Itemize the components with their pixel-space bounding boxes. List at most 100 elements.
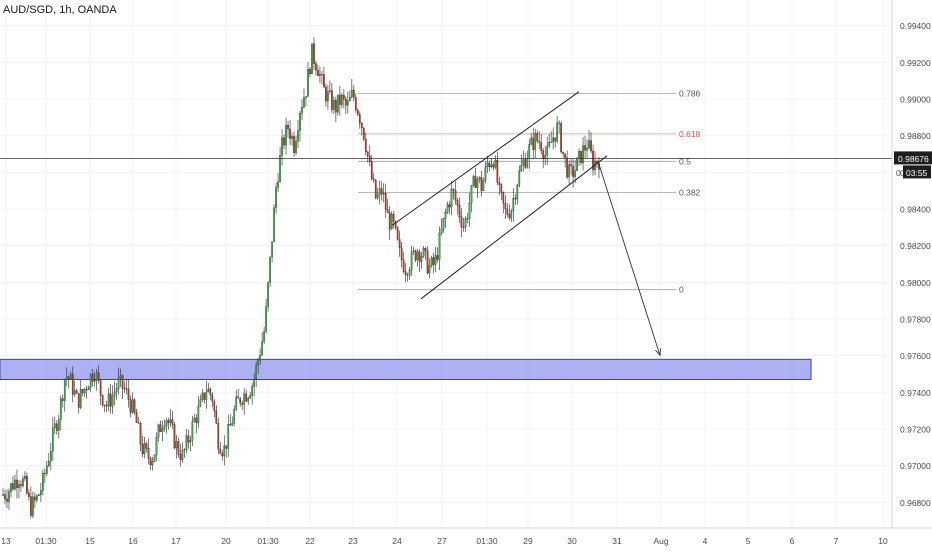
candle-body-up	[257, 360, 259, 366]
candle	[440, 218, 443, 236]
candle-body-down	[287, 125, 289, 130]
x-tick-label: 20	[221, 536, 231, 546]
candle-body-up	[161, 428, 164, 432]
candle-body-down	[177, 441, 180, 455]
candle-body-down	[560, 123, 562, 153]
y-tick-label: 0.97200	[900, 425, 931, 435]
candle	[350, 79, 353, 99]
support-zone-layer	[0, 358, 812, 381]
candle-body-up	[410, 251, 413, 271]
candle-body-down	[237, 396, 240, 399]
candle-body-up	[113, 391, 116, 396]
candle	[67, 375, 70, 389]
candle-body-down	[480, 177, 483, 191]
candle	[38, 493, 40, 497]
candle-body-down	[12, 483, 14, 490]
candle-body-up	[22, 478, 24, 487]
candle	[159, 420, 162, 432]
candle	[396, 226, 399, 241]
candle	[566, 150, 568, 180]
candle	[548, 133, 551, 149]
candle-body-down	[325, 87, 327, 102]
candle	[356, 108, 359, 117]
candle-body-down	[454, 189, 457, 201]
x-tick-label: 30	[567, 536, 577, 546]
candle	[464, 216, 467, 232]
candle	[297, 119, 299, 149]
x-tick-label: 27	[437, 536, 447, 546]
x-tick-label: 24	[392, 536, 402, 546]
projection-arrow-head	[655, 348, 662, 357]
candle	[392, 211, 395, 229]
candle	[217, 417, 220, 455]
candle-body-down	[317, 69, 319, 76]
candle-body-up	[153, 454, 156, 462]
candle	[109, 383, 112, 414]
candle	[450, 180, 453, 216]
candle-body-down	[225, 445, 228, 449]
candle-body-up	[422, 248, 425, 257]
candle	[163, 419, 166, 432]
candle	[520, 154, 523, 173]
candle-body-down	[436, 255, 439, 260]
candle	[253, 373, 256, 397]
candle-body-up	[281, 137, 283, 156]
candle-body-down	[179, 454, 182, 460]
candle-body-up	[175, 441, 178, 449]
candle-body-up	[223, 445, 226, 457]
candle-body-down	[400, 247, 403, 260]
candle	[79, 380, 82, 410]
candle-body-up	[69, 374, 72, 380]
candle	[165, 418, 168, 434]
candle	[20, 480, 22, 492]
candle-body-up	[299, 113, 301, 131]
candle-body-up	[466, 218, 469, 220]
candle-body-up	[329, 90, 331, 92]
candle	[119, 368, 122, 387]
candle-body-down	[209, 388, 212, 395]
candle	[263, 326, 265, 345]
candle-body-down	[536, 132, 539, 142]
candle	[500, 183, 503, 200]
candle-body-down	[462, 226, 465, 228]
candle-body-down	[584, 145, 586, 151]
candle-body-down	[398, 239, 401, 249]
candle	[452, 187, 455, 200]
candle	[123, 381, 126, 393]
candle-body-down	[97, 372, 100, 381]
candle	[360, 122, 363, 136]
candle	[89, 373, 92, 392]
candle-body-down	[388, 212, 391, 230]
x-tick-label: 5	[746, 536, 751, 546]
candle	[408, 266, 411, 280]
candle	[233, 405, 236, 427]
candle-body-up	[151, 461, 154, 466]
candle	[588, 130, 590, 150]
candle-body-up	[311, 43, 313, 75]
candle	[36, 494, 38, 503]
x-tick-label: 13	[1, 536, 11, 546]
candle	[191, 415, 194, 447]
candle-body-up	[450, 189, 453, 208]
candle-body-down	[368, 155, 371, 162]
candle	[14, 474, 16, 491]
candle	[494, 155, 497, 170]
candle	[147, 438, 150, 465]
candle-body-down	[77, 393, 80, 408]
candle-body-up	[65, 376, 68, 380]
candle-body-up	[251, 386, 254, 396]
candle-body-down	[590, 140, 592, 152]
candle	[99, 379, 102, 405]
x-tick-label: Aug	[653, 536, 668, 546]
candle	[199, 394, 202, 408]
candle	[432, 253, 435, 274]
candle	[245, 389, 248, 403]
candle	[22, 475, 24, 488]
candle	[281, 128, 283, 166]
candle	[4, 489, 6, 505]
candle-body-up	[544, 154, 547, 159]
candle	[6, 489, 8, 508]
candle	[267, 281, 269, 312]
